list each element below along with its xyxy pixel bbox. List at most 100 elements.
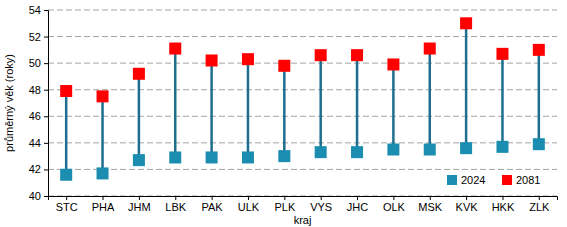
x-tick: VYS xyxy=(310,196,332,213)
marker xyxy=(169,151,181,163)
x-tick-label: PHA xyxy=(92,201,115,213)
y-tick-label: 46 xyxy=(29,110,41,122)
x-tick-mark xyxy=(539,196,540,200)
connector xyxy=(538,50,541,144)
marker xyxy=(315,146,327,158)
y-tick: 52 xyxy=(29,31,48,43)
marker xyxy=(315,49,327,61)
x-tick: MSK xyxy=(418,196,443,213)
x-tick-label: HKK xyxy=(492,201,515,213)
marker xyxy=(533,138,545,150)
legend: 2024 2081 xyxy=(447,174,540,186)
x-tick: ZLK xyxy=(529,196,550,213)
grid-line xyxy=(48,10,557,11)
marker xyxy=(133,154,145,166)
y-tick-mark xyxy=(44,169,48,170)
marker xyxy=(169,43,181,55)
x-tick-label: PLK xyxy=(274,201,295,213)
x-axis-line xyxy=(49,197,558,201)
connector xyxy=(356,55,359,152)
marker xyxy=(424,43,436,55)
x-tick-mark xyxy=(66,196,67,200)
x-tick-label: MSK xyxy=(418,201,443,213)
grid-line xyxy=(48,36,557,37)
marker xyxy=(460,17,472,29)
x-tick-mark xyxy=(248,196,249,200)
marker xyxy=(387,58,399,70)
connector xyxy=(65,91,68,175)
y-tick-mark xyxy=(44,196,48,197)
chart: 4042444648505254STCPHAJHMLBKPAKULKPLKVYS… xyxy=(0,0,567,227)
x-tick-mark xyxy=(284,196,285,200)
x-tick: JHC xyxy=(347,196,368,213)
x-tick-label: VYS xyxy=(310,201,332,213)
x-tick: HKK xyxy=(492,196,515,213)
legend-swatch xyxy=(447,175,457,185)
x-tick: LBK xyxy=(165,196,186,213)
y-tick-mark xyxy=(44,10,48,11)
marker xyxy=(242,53,254,65)
x-tick-label: LBK xyxy=(165,201,186,213)
marker xyxy=(533,44,545,56)
connector xyxy=(247,59,250,157)
x-tick-mark xyxy=(466,196,467,200)
connector xyxy=(429,49,432,150)
x-tick-mark xyxy=(103,196,104,200)
y-tick: 40 xyxy=(29,190,48,202)
x-tick-mark xyxy=(321,196,322,200)
x-tick-label: JHM xyxy=(128,201,151,213)
marker xyxy=(60,85,72,97)
connector xyxy=(465,23,468,148)
x-tick: PAK xyxy=(202,196,224,213)
marker xyxy=(206,151,218,163)
y-tick: 44 xyxy=(29,137,48,149)
y-tick-label: 50 xyxy=(29,57,41,69)
legend-label: 2024 xyxy=(461,174,485,186)
grid-line xyxy=(48,142,557,143)
x-tick-label: JHC xyxy=(347,201,368,213)
y-tick-mark xyxy=(44,116,48,117)
marker xyxy=(133,68,145,80)
marker xyxy=(496,48,508,60)
y-tick: 42 xyxy=(29,163,48,175)
marker xyxy=(278,150,290,162)
y-tick: 46 xyxy=(29,110,48,122)
x-tick-label: PAK xyxy=(202,201,224,213)
x-tick: JHM xyxy=(128,196,151,213)
marker xyxy=(206,54,218,66)
y-axis: 4042444648505254 xyxy=(29,4,49,202)
x-tick-label: OLK xyxy=(383,201,406,213)
grid-line xyxy=(48,89,557,90)
marker xyxy=(424,144,436,156)
connector xyxy=(138,74,141,160)
y-axis-line xyxy=(44,11,49,197)
x-tick: OLK xyxy=(383,196,406,213)
x-tick: STC xyxy=(56,196,78,213)
connector xyxy=(210,60,213,157)
grid xyxy=(48,10,557,196)
y-tick: 48 xyxy=(29,84,48,96)
connector xyxy=(174,49,177,158)
y-tick: 50 xyxy=(29,57,48,69)
connector xyxy=(319,55,322,152)
x-tick-label: KVK xyxy=(456,201,479,213)
x-tick-mark xyxy=(212,196,213,200)
connector xyxy=(283,66,286,156)
y-tick-label: 44 xyxy=(29,137,41,149)
y-tick-label: 52 xyxy=(29,31,41,43)
marks xyxy=(60,17,545,180)
connector xyxy=(101,96,104,173)
y-tick-mark xyxy=(44,90,48,91)
x-tick: PHA xyxy=(92,196,115,213)
legend-label: 2081 xyxy=(516,174,540,186)
y-tick-label: 42 xyxy=(29,163,41,175)
marker xyxy=(387,144,399,156)
legend-swatch xyxy=(502,175,512,185)
x-tick-label: ULK xyxy=(238,201,260,213)
marker xyxy=(278,60,290,72)
x-axis-title: kraj xyxy=(294,214,312,226)
x-tick-mark xyxy=(502,196,503,200)
x-tick-label: ZLK xyxy=(529,201,550,213)
marker xyxy=(496,141,508,153)
x-axis: STC PHA JHM LBK PAK ULK PLK VYS JHC OLK MSK KVK HKK Z… xyxy=(49,196,558,213)
